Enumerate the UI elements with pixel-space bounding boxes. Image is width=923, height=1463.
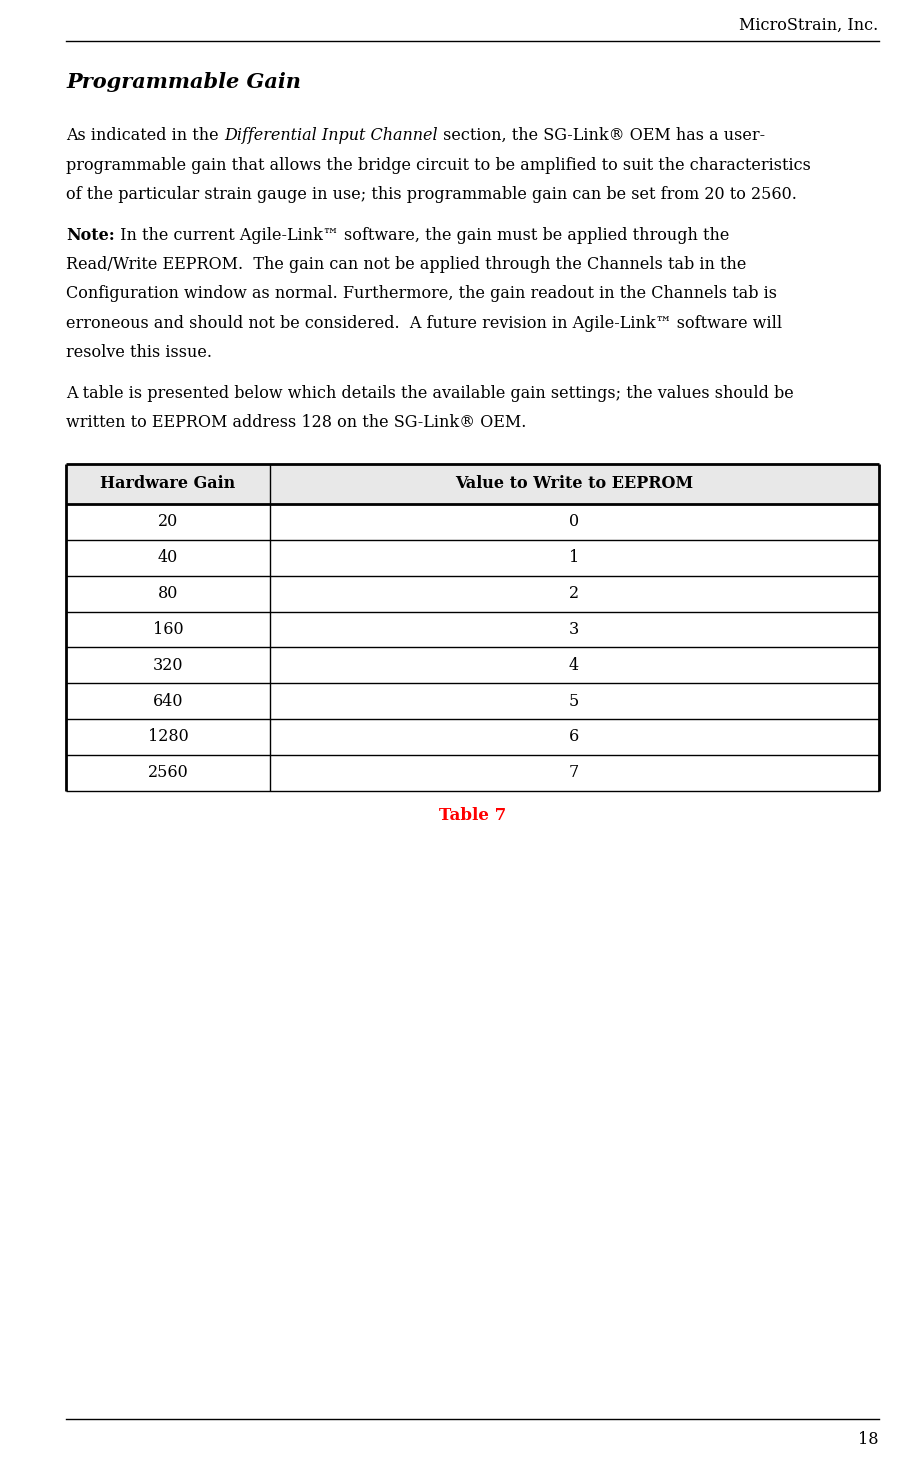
Text: 80: 80 xyxy=(158,585,178,603)
Text: 320: 320 xyxy=(152,657,184,674)
Text: 1280: 1280 xyxy=(148,729,188,746)
Text: written to EEPROM address 128 on the SG-Link® OEM.: written to EEPROM address 128 on the SG-… xyxy=(66,414,527,432)
Text: programmable gain that allows the bridge circuit to be amplified to suit the cha: programmable gain that allows the bridge… xyxy=(66,157,811,174)
Text: Differential Input Channel: Differential Input Channel xyxy=(224,127,438,145)
Text: 7: 7 xyxy=(569,764,580,781)
Text: A table is presented below which details the available gain settings; the values: A table is presented below which details… xyxy=(66,385,794,402)
Text: of the particular strain gauge in use; this programmable gain can be set from 20: of the particular strain gauge in use; t… xyxy=(66,186,797,203)
Text: Note:: Note: xyxy=(66,227,115,244)
Text: MicroStrain, Inc.: MicroStrain, Inc. xyxy=(739,16,879,34)
Text: Read/Write EEPROM.  The gain can not be applied through the Channels tab in the: Read/Write EEPROM. The gain can not be a… xyxy=(66,256,747,274)
Text: 20: 20 xyxy=(158,514,178,531)
Text: 3: 3 xyxy=(569,620,580,638)
Text: section, the SG-Link® OEM has a user-: section, the SG-Link® OEM has a user- xyxy=(438,127,765,145)
Text: In the current Agile-Link™ software, the gain must be applied through the: In the current Agile-Link™ software, the… xyxy=(115,227,729,244)
Text: 5: 5 xyxy=(569,692,580,710)
Text: resolve this issue.: resolve this issue. xyxy=(66,344,212,361)
Text: Configuration window as normal. Furthermore, the gain readout in the Channels ta: Configuration window as normal. Furtherm… xyxy=(66,285,777,303)
Text: 160: 160 xyxy=(152,620,184,638)
Text: Value to Write to EEPROM: Value to Write to EEPROM xyxy=(455,475,693,493)
Text: 640: 640 xyxy=(152,692,184,710)
Text: 2: 2 xyxy=(569,585,579,603)
Text: 4: 4 xyxy=(569,657,579,674)
Text: Table 7: Table 7 xyxy=(439,808,506,824)
Text: 6: 6 xyxy=(569,729,580,746)
Text: Programmable Gain: Programmable Gain xyxy=(66,72,301,92)
Text: 2560: 2560 xyxy=(148,764,188,781)
Text: 0: 0 xyxy=(569,514,579,531)
Text: erroneous and should not be considered.  A future revision in Agile-Link™ softwa: erroneous and should not be considered. … xyxy=(66,315,783,332)
Text: As indicated in the: As indicated in the xyxy=(66,127,224,145)
Text: 1: 1 xyxy=(569,549,580,566)
Text: 18: 18 xyxy=(858,1431,879,1448)
Bar xyxy=(66,464,879,505)
Text: Hardware Gain: Hardware Gain xyxy=(101,475,235,493)
Text: 40: 40 xyxy=(158,549,178,566)
